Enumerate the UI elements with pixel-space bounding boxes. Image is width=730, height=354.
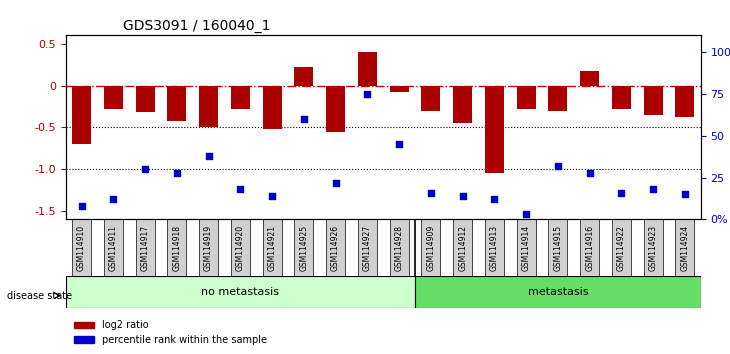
Bar xyxy=(136,86,155,112)
FancyBboxPatch shape xyxy=(199,219,218,276)
Bar xyxy=(580,70,599,86)
Text: GSM114915: GSM114915 xyxy=(553,225,562,271)
Point xyxy=(615,190,627,195)
Point xyxy=(330,180,342,185)
FancyBboxPatch shape xyxy=(136,219,155,276)
Point xyxy=(488,196,500,202)
FancyBboxPatch shape xyxy=(415,276,701,308)
Point xyxy=(648,187,659,192)
Bar xyxy=(612,86,631,109)
FancyBboxPatch shape xyxy=(104,219,123,276)
Point xyxy=(266,193,278,199)
Text: GSM114911: GSM114911 xyxy=(109,225,118,271)
Point xyxy=(171,170,182,176)
Point xyxy=(679,192,691,197)
Bar xyxy=(644,86,663,115)
Bar xyxy=(104,86,123,109)
Text: GSM114926: GSM114926 xyxy=(331,225,340,271)
Point xyxy=(552,163,564,169)
FancyBboxPatch shape xyxy=(485,219,504,276)
Point xyxy=(457,193,469,199)
Text: GSM114918: GSM114918 xyxy=(172,225,181,271)
Text: GSM114927: GSM114927 xyxy=(363,225,372,271)
Text: GDS3091 / 160040_1: GDS3091 / 160040_1 xyxy=(123,19,270,33)
FancyBboxPatch shape xyxy=(167,219,186,276)
Bar xyxy=(421,86,440,111)
FancyBboxPatch shape xyxy=(580,219,599,276)
Bar xyxy=(485,86,504,173)
FancyBboxPatch shape xyxy=(517,219,536,276)
Text: GSM114917: GSM114917 xyxy=(141,225,150,271)
Point xyxy=(203,153,215,159)
Point xyxy=(107,196,119,202)
FancyBboxPatch shape xyxy=(294,219,313,276)
Text: GSM114916: GSM114916 xyxy=(585,225,594,271)
Bar xyxy=(263,86,282,129)
FancyBboxPatch shape xyxy=(66,276,415,308)
FancyBboxPatch shape xyxy=(72,219,91,276)
Point xyxy=(425,190,437,195)
Bar xyxy=(199,86,218,127)
Point xyxy=(361,91,373,97)
Text: GSM114921: GSM114921 xyxy=(268,225,277,271)
FancyBboxPatch shape xyxy=(358,219,377,276)
Point xyxy=(298,116,310,122)
Bar xyxy=(294,67,313,86)
Text: metastasis: metastasis xyxy=(528,287,588,297)
Text: GSM114914: GSM114914 xyxy=(522,225,531,271)
Text: GSM114922: GSM114922 xyxy=(617,225,626,271)
Point xyxy=(234,187,246,192)
Bar xyxy=(548,86,567,111)
Bar xyxy=(358,52,377,86)
FancyBboxPatch shape xyxy=(453,219,472,276)
Bar xyxy=(326,86,345,132)
Point xyxy=(393,141,405,147)
Point xyxy=(139,166,151,172)
Bar xyxy=(453,86,472,123)
Text: GSM114919: GSM114919 xyxy=(204,225,213,271)
Point xyxy=(584,170,596,176)
Text: disease state: disease state xyxy=(7,291,72,301)
Text: GSM114920: GSM114920 xyxy=(236,225,245,271)
FancyBboxPatch shape xyxy=(326,219,345,276)
Text: GSM114928: GSM114928 xyxy=(395,225,404,271)
Text: GSM114923: GSM114923 xyxy=(649,225,658,271)
Text: GSM114909: GSM114909 xyxy=(426,225,435,271)
Bar xyxy=(231,86,250,109)
Text: GSM114913: GSM114913 xyxy=(490,225,499,271)
Text: GSM114910: GSM114910 xyxy=(77,225,86,271)
Text: no metastasis: no metastasis xyxy=(201,287,280,297)
Legend: log2 ratio, percentile rank within the sample: log2 ratio, percentile rank within the s… xyxy=(71,316,271,349)
FancyBboxPatch shape xyxy=(644,219,663,276)
FancyBboxPatch shape xyxy=(548,219,567,276)
FancyBboxPatch shape xyxy=(390,219,409,276)
Bar xyxy=(72,86,91,144)
Bar xyxy=(167,86,186,121)
FancyBboxPatch shape xyxy=(612,219,631,276)
Text: GSM114912: GSM114912 xyxy=(458,225,467,271)
Bar xyxy=(390,86,409,92)
Bar xyxy=(517,86,536,109)
FancyBboxPatch shape xyxy=(421,219,440,276)
FancyBboxPatch shape xyxy=(675,219,694,276)
Point xyxy=(76,203,88,209)
Text: GSM114925: GSM114925 xyxy=(299,225,308,271)
Bar xyxy=(675,86,694,118)
FancyBboxPatch shape xyxy=(231,219,250,276)
Text: GSM114924: GSM114924 xyxy=(680,225,689,271)
Point xyxy=(520,212,532,217)
FancyBboxPatch shape xyxy=(263,219,282,276)
